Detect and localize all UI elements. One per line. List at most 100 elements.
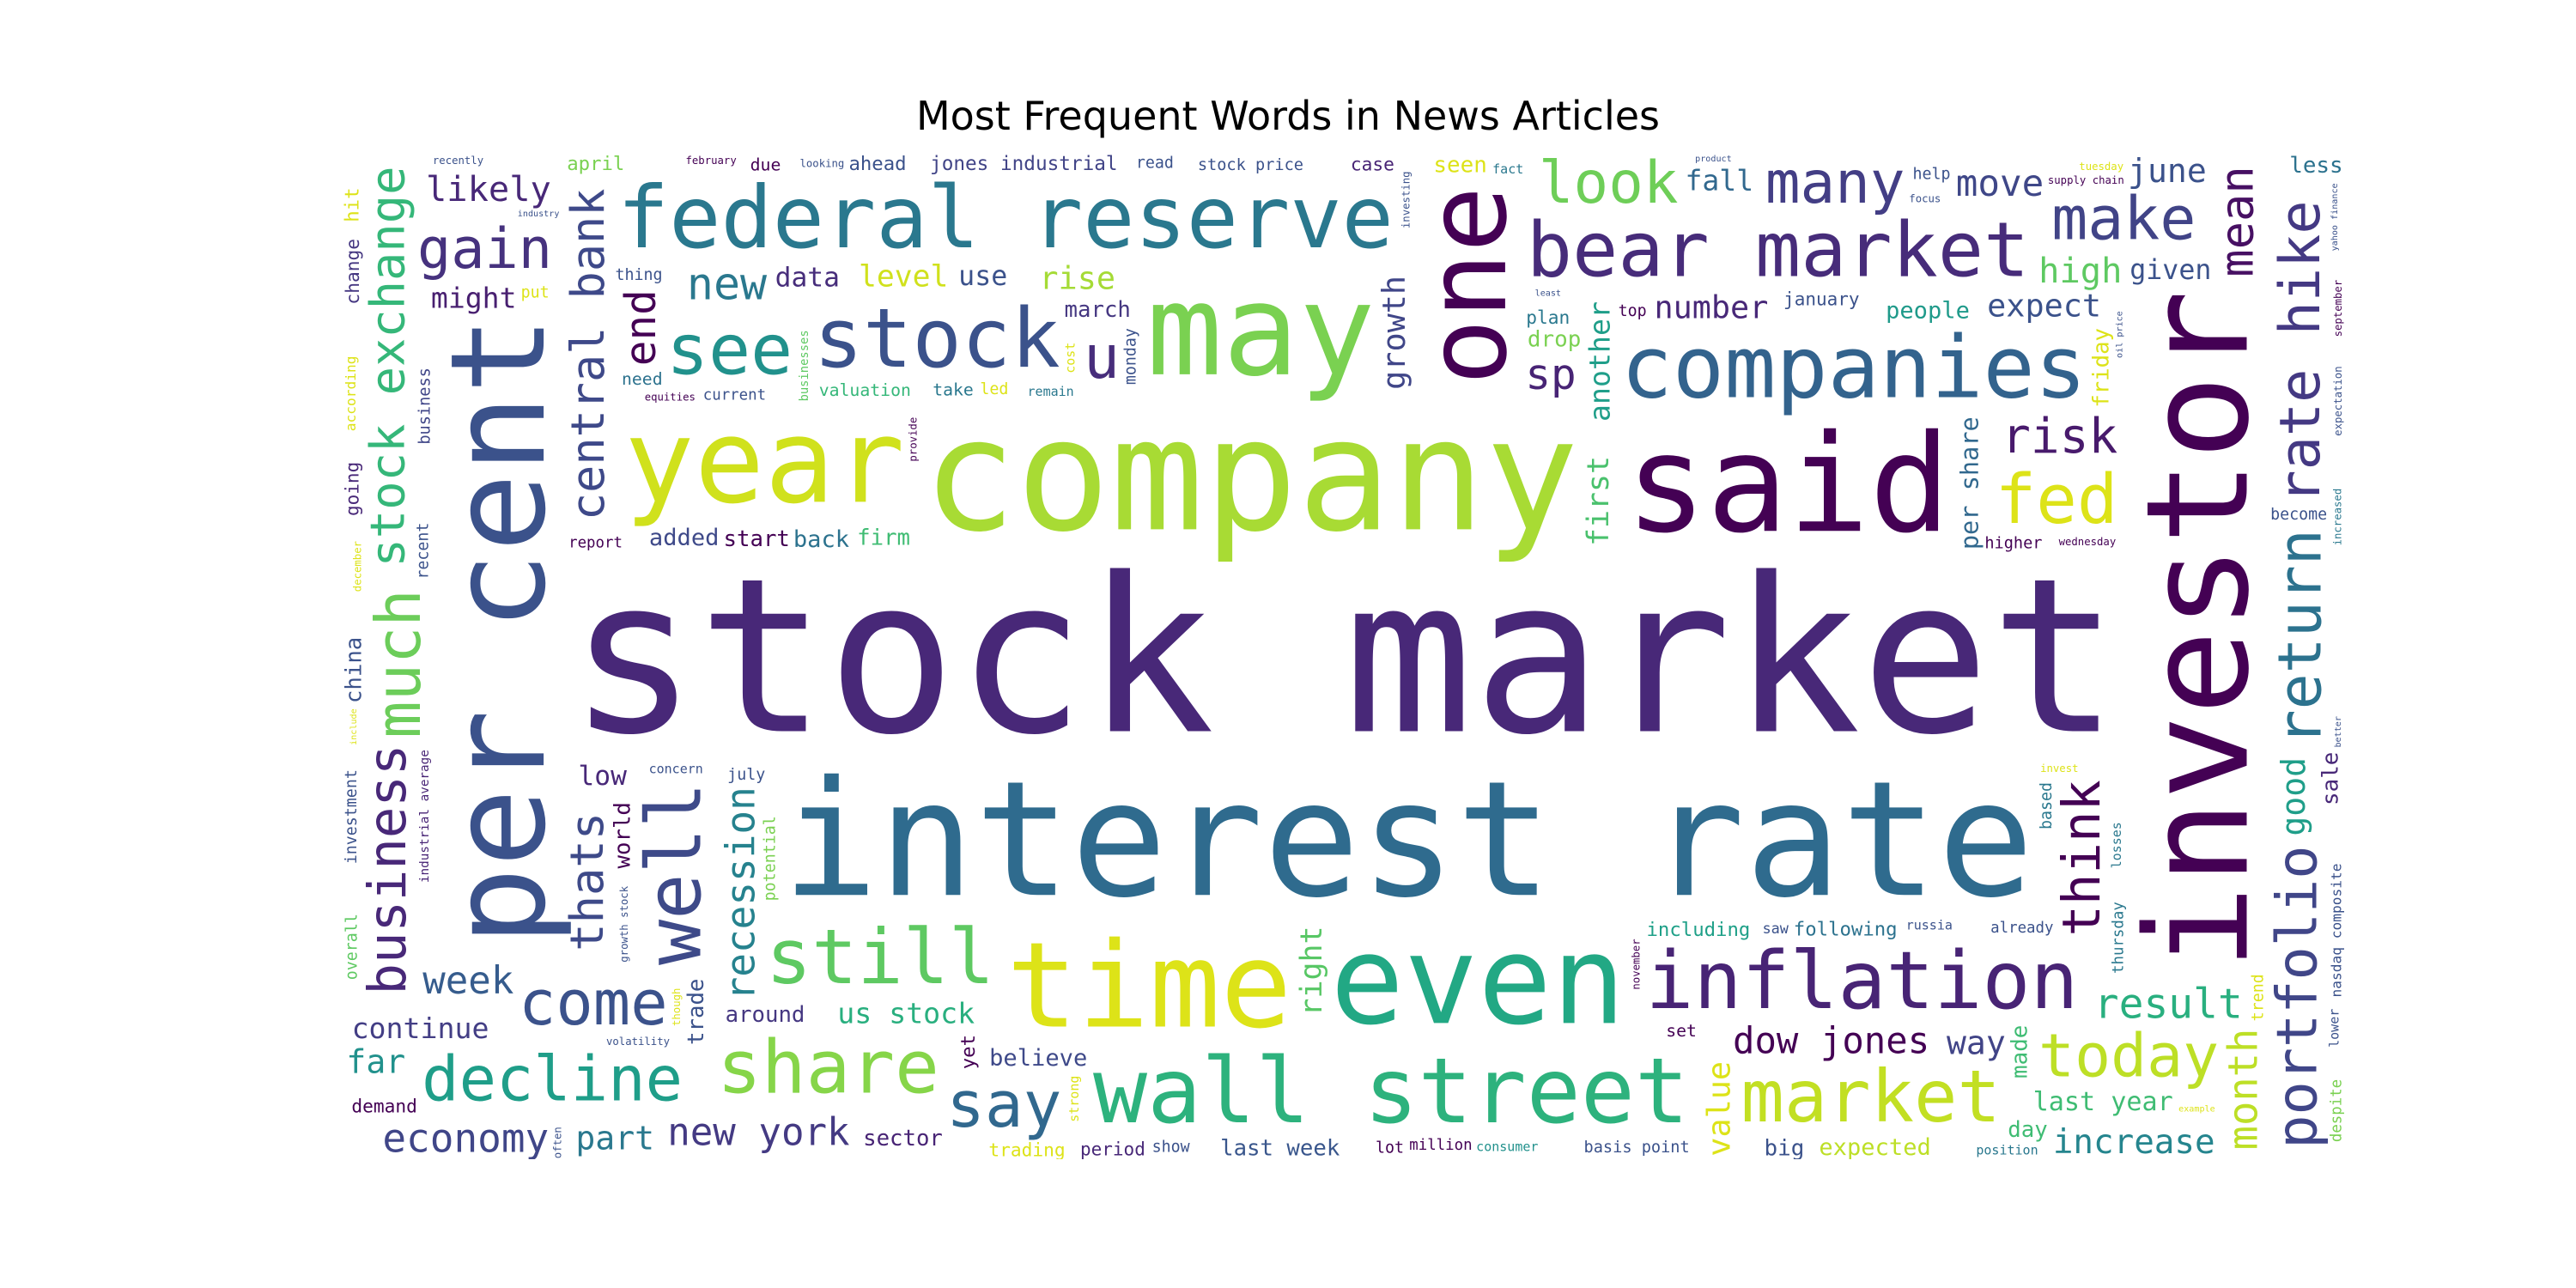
word-big: big bbox=[1765, 1136, 1805, 1160]
word-wall-street: wall street bbox=[1093, 1039, 1689, 1144]
word-overall: overall bbox=[343, 914, 361, 980]
word-economy: economy bbox=[382, 1115, 549, 1159]
word-trade: trade bbox=[683, 979, 709, 1045]
word-said: said bbox=[1625, 406, 1951, 563]
word-better: better bbox=[2334, 716, 2343, 747]
word-period: period bbox=[1080, 1139, 1145, 1159]
word-cloud: stock market interest rate company investor… bbox=[343, 155, 2344, 1159]
word-sp: sp bbox=[1525, 349, 1576, 399]
word-stock: stock bbox=[814, 291, 1060, 386]
word-rate-hike: rate hike bbox=[2268, 200, 2333, 503]
word-including: including bbox=[1646, 919, 1750, 941]
word-show: show bbox=[1152, 1138, 1190, 1156]
word-make: make bbox=[2051, 184, 2196, 253]
word-look: look bbox=[1539, 155, 1679, 216]
word-february: february bbox=[685, 155, 736, 167]
word-supply-chain: supply chain bbox=[2048, 174, 2124, 186]
word-focus: focus bbox=[1909, 193, 1941, 205]
word-need: need bbox=[622, 369, 663, 389]
word-increase: increase bbox=[2053, 1123, 2215, 1159]
word-say: say bbox=[946, 1067, 1061, 1142]
word-seen: seen bbox=[1433, 155, 1486, 179]
word-use: use bbox=[958, 261, 1007, 292]
word-federal-reserve: federal reserve bbox=[617, 167, 1394, 268]
word-example: example bbox=[2178, 1104, 2215, 1114]
word-u: u bbox=[1084, 323, 1120, 392]
word-position: position bbox=[1976, 1143, 2038, 1158]
word-part: part bbox=[575, 1120, 654, 1157]
word-business: business bbox=[416, 368, 434, 445]
word-return: return bbox=[2266, 529, 2336, 745]
word-company: company bbox=[922, 385, 1578, 566]
word-risk: risk bbox=[2002, 409, 2117, 465]
word-first: first bbox=[1582, 456, 1616, 546]
word-increased: increased bbox=[2332, 489, 2344, 546]
word-market: market bbox=[1741, 1054, 2001, 1139]
word-new: new bbox=[687, 259, 768, 311]
word-higher: higher bbox=[1984, 534, 2042, 552]
word-industry: industry bbox=[518, 210, 560, 219]
word-even: even bbox=[1330, 908, 1625, 1052]
word-become: become bbox=[2270, 506, 2327, 524]
word-provide: provide bbox=[908, 417, 920, 462]
word-world: world bbox=[611, 802, 636, 868]
word-good: good bbox=[2275, 757, 2312, 836]
word-due: due bbox=[750, 155, 781, 175]
word-central-bank: central bank bbox=[561, 189, 615, 521]
word-led: led bbox=[980, 380, 1008, 398]
word-saw: saw bbox=[1762, 920, 1789, 937]
word-result: result bbox=[2094, 981, 2243, 1028]
word-jones-industrial: jones industrial bbox=[930, 155, 1118, 175]
word-added: added bbox=[649, 525, 720, 551]
word-hit: hit bbox=[343, 187, 364, 222]
word-firm: firm bbox=[857, 526, 910, 551]
word-time: time bbox=[1006, 917, 1291, 1055]
word-month: month bbox=[2221, 1029, 2268, 1151]
word-made: made bbox=[2008, 1025, 2033, 1078]
word-stock-market: stock market bbox=[568, 532, 2119, 782]
word-investing: investing bbox=[1400, 171, 1413, 228]
word-right: right bbox=[1295, 926, 1329, 1016]
word-cost: cost bbox=[1063, 343, 1078, 374]
word-report: report bbox=[568, 535, 623, 552]
word-much: much bbox=[363, 589, 435, 738]
word-looking: looking bbox=[799, 157, 844, 169]
word-might: might bbox=[431, 282, 517, 315]
word-though: though bbox=[671, 988, 683, 1026]
word-start: start bbox=[724, 526, 790, 552]
word-fed: fed bbox=[1996, 460, 2118, 539]
word-bear-market: bear market bbox=[1527, 206, 2029, 295]
word-companies: companies bbox=[1621, 317, 2087, 417]
word-tuesday: tuesday bbox=[2079, 161, 2123, 173]
word-interest-rate: interest rate bbox=[782, 746, 2034, 933]
word-basis-point: basis point bbox=[1584, 1139, 1690, 1157]
word-thursday: thursday bbox=[2111, 902, 2128, 974]
word-losses: losses bbox=[2109, 822, 2124, 868]
word-inflation: inflation bbox=[1646, 934, 2079, 1027]
word-expected: expected bbox=[1819, 1134, 1931, 1159]
word-trading: trading bbox=[988, 1139, 1065, 1160]
word-valuation: valuation bbox=[819, 380, 911, 400]
word-going: going bbox=[343, 462, 363, 516]
word-april: april bbox=[567, 155, 624, 175]
word-year: year bbox=[624, 394, 905, 530]
word-gain: gain bbox=[417, 216, 552, 282]
word-friday: friday bbox=[2089, 328, 2115, 408]
word-way: way bbox=[1947, 1024, 2006, 1062]
word-less: less bbox=[2289, 155, 2342, 179]
word-share: share bbox=[717, 1025, 939, 1111]
word-volatility: volatility bbox=[606, 1036, 670, 1048]
word-september: september bbox=[2332, 280, 2344, 337]
word-us-stock: us stock bbox=[837, 997, 975, 1030]
word-set: set bbox=[1666, 1021, 1697, 1041]
word-mean: mean bbox=[2210, 166, 2264, 277]
word-believe: believe bbox=[989, 1045, 1087, 1072]
word-recent: recent bbox=[415, 523, 433, 580]
word-yahoo-finance: yahoo finance bbox=[2330, 183, 2340, 251]
word-stock-price: stock price bbox=[1198, 156, 1303, 174]
word-today: today bbox=[2038, 1022, 2219, 1091]
word-come: come bbox=[519, 968, 668, 1040]
word-product: product bbox=[1695, 155, 1732, 164]
word-read: read bbox=[1136, 155, 1174, 172]
